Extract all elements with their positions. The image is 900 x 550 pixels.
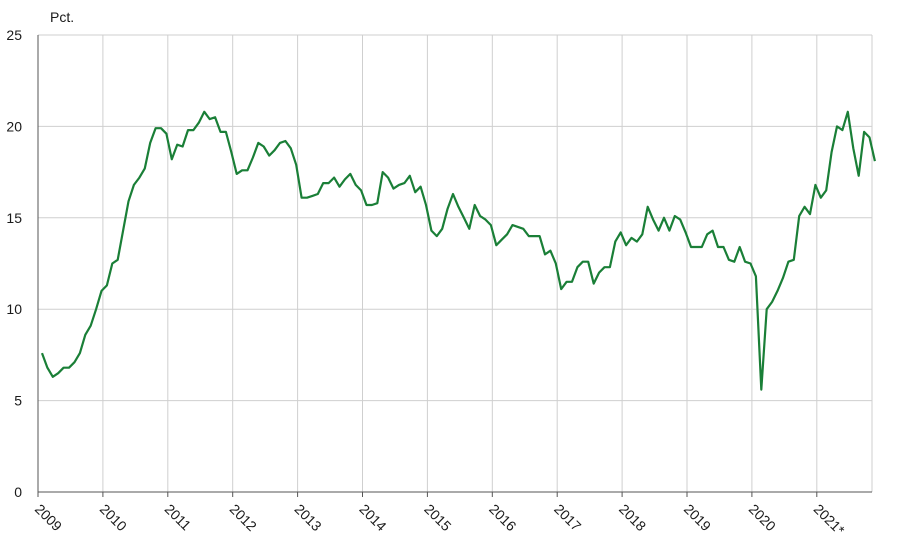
x-tick-label: 2010 [97,501,130,534]
x-tick-label: 2019 [681,501,714,534]
x-tick-label: 2021* [811,501,849,539]
x-tick-label: 2020 [746,501,779,534]
chart-axes [37,35,872,497]
y-tick-label: 0 [14,484,22,500]
y-tick-label: 10 [6,301,22,317]
y-tick-label: 5 [14,393,22,409]
x-tick-label: 2012 [227,501,260,534]
x-tick-label: 2016 [486,501,519,534]
chart-grid [38,34,873,492]
chart-series [40,110,876,391]
y-axis-unit-label: Pct. [50,9,74,25]
y-tick-label: 20 [6,118,22,134]
x-tick-label: 2014 [356,501,389,534]
y-axis-tick-labels: 0 5 10 15 20 25 [6,27,22,500]
y-tick-label: 25 [6,27,22,43]
series-line [40,110,876,391]
x-tick-label: 2017 [551,501,584,534]
y-tick-label: 15 [6,210,22,226]
x-tick-label: 2015 [421,501,454,534]
x-tick-label: 2013 [291,501,324,534]
x-axis-tick-labels: 2009 2010 2011 2012 2013 2014 2015 2016 2017 2018… [32,501,848,539]
x-tick-label: 2011 [162,501,195,534]
x-tick-label: 2018 [616,501,649,534]
x-tick-label: 2009 [32,501,65,534]
